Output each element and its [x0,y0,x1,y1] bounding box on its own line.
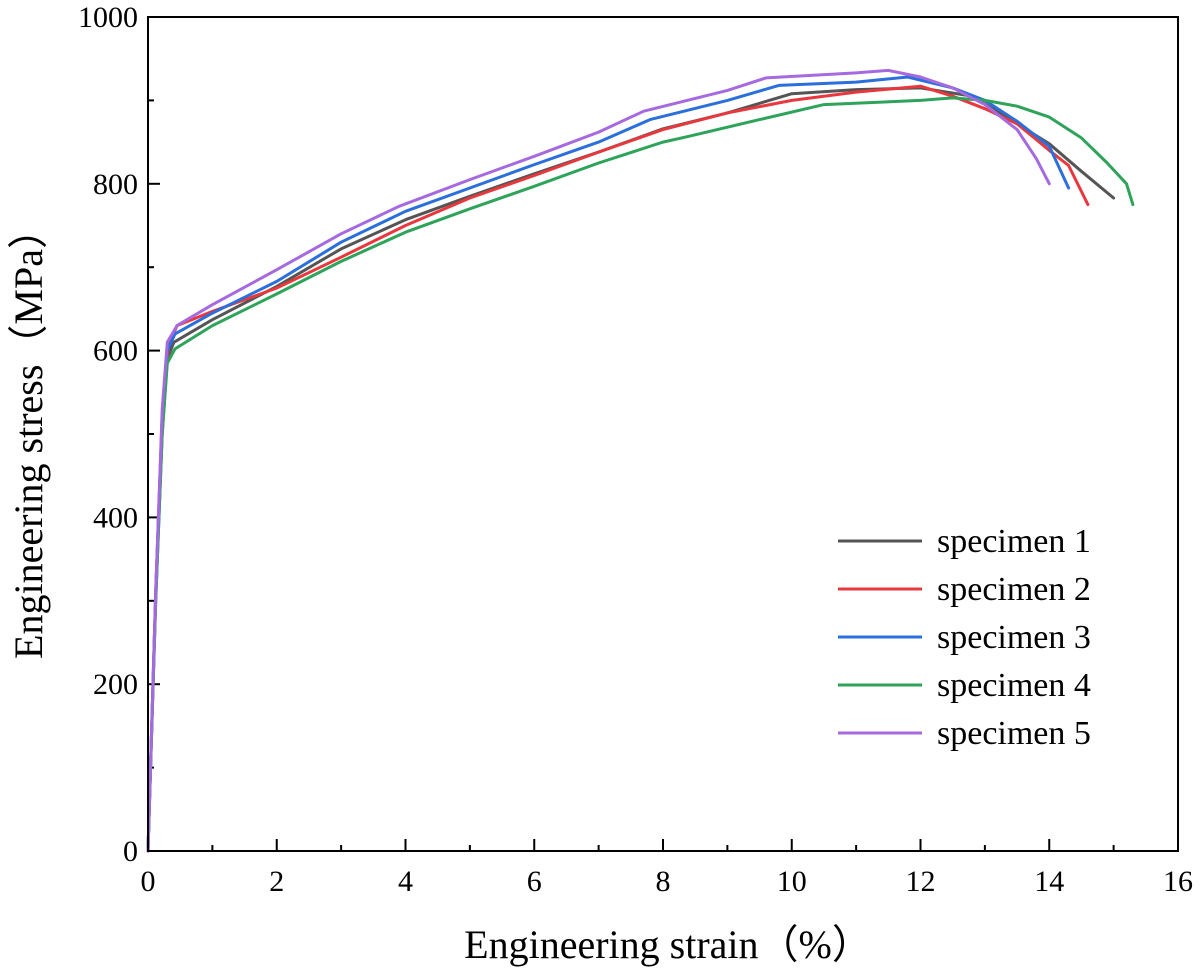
x-axis-title: Engineering strain（%） [464,922,872,967]
y-tick-label: 600 [93,335,138,368]
y-tick-label: 800 [93,168,138,201]
y-tick-label: 1000 [78,1,138,34]
x-tick-label: 8 [656,865,671,898]
series-line-5 [146,68,1051,853]
x-tick-label: 16 [1163,865,1193,898]
legend-label-1: specimen 1 [937,523,1091,560]
y-tick-label: 0 [123,835,138,868]
legend: specimen 1 specimen 2 specimen 3 specimen 4… [838,523,1091,752]
series-line-3 [146,75,1071,853]
tick-labels: 0 2 4 6 8 10 12 14 16 0 200 400 600 800 1000 [78,1,1193,898]
x-tick-label: 12 [906,865,936,898]
x-tick-label: 0 [141,865,156,898]
series-line-4 [146,96,1135,853]
y-tick-label: 400 [93,501,138,534]
series-lines [146,68,1135,853]
y-axis-title: Engineering stress（MPa） [6,209,51,659]
x-tick-label: 4 [398,865,413,898]
x-tick-label: 2 [269,865,284,898]
y-tick-label: 200 [93,668,138,701]
legend-label-5: specimen 5 [937,715,1091,752]
x-tick-label: 6 [527,865,542,898]
x-tick-label: 14 [1034,865,1064,898]
x-tick-label: 10 [777,865,807,898]
plot-frame [147,16,1179,852]
legend-label-2: specimen 2 [937,571,1091,608]
legend-label-4: specimen 4 [937,667,1091,704]
legend-label-3: specimen 3 [937,619,1091,656]
